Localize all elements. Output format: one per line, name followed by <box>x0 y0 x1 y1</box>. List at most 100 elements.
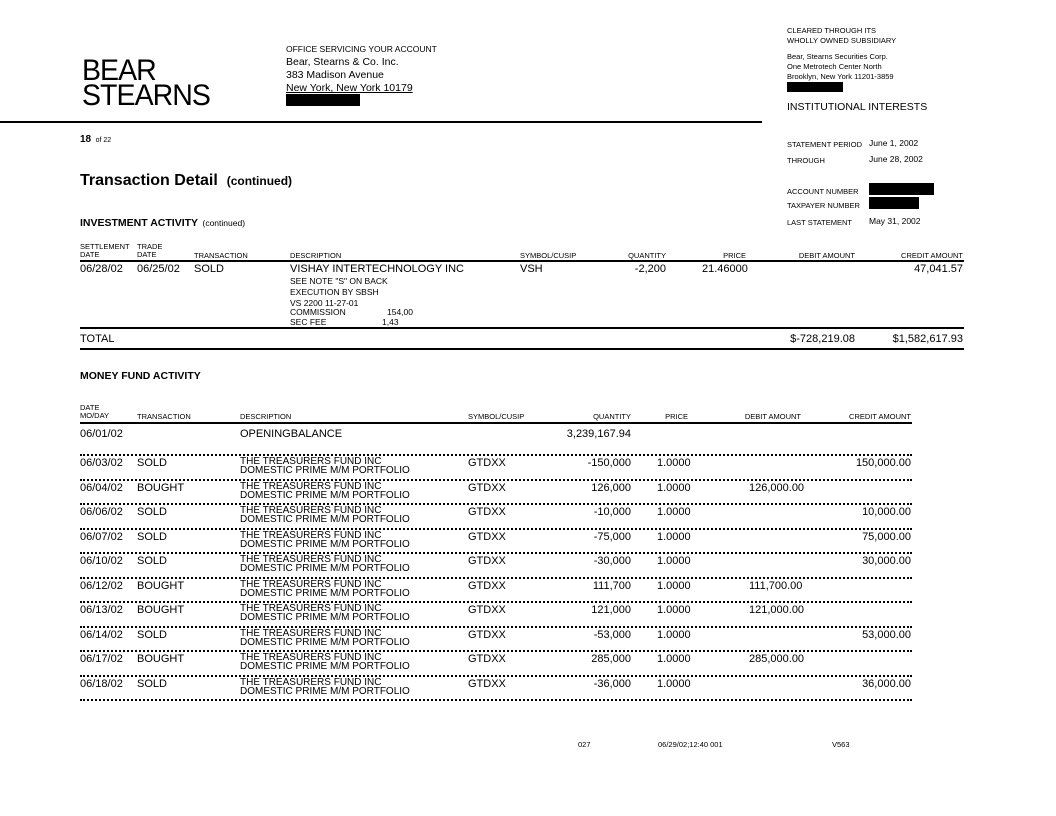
bear-stearns-logo: BEAR STEARNS <box>82 54 211 112</box>
description: THE TREASURERS FUND INC DOMESTIC PRIME M/… <box>240 456 410 476</box>
symbol: GTDXX <box>468 604 506 616</box>
commission-value: 154,00 <box>387 307 413 317</box>
office-line-2: 383 Madison Avenue <box>286 69 384 81</box>
symbol: GTDXX <box>468 457 506 469</box>
row-divider <box>80 699 912 701</box>
symbol: GTDXX <box>468 506 506 518</box>
footer-version: V563 <box>832 740 850 749</box>
row-divider <box>80 503 912 505</box>
description-line: THE TREASURERS FUND INC <box>240 554 382 565</box>
division-name: INSTITUTIONAL INTERESTS <box>787 101 928 113</box>
header-text: DATE <box>137 250 157 259</box>
price: 1.0000 <box>657 506 691 518</box>
symbol: GTDXX <box>468 579 506 592</box>
header-text: DATE <box>80 403 100 412</box>
money-fund-heading: MONEY FUND ACTIVITY <box>80 370 201 382</box>
price: 1.0000 <box>657 628 691 641</box>
price: 1.0000 <box>657 653 691 665</box>
office-line-3: New York, New York 10179 <box>286 82 413 94</box>
transaction-type: SOLD <box>194 263 224 275</box>
office-line-1: Bear, Stearns & Co. Inc. <box>286 56 399 68</box>
row-divider <box>80 527 912 530</box>
mf-header-credit: CREDIT AMOUNT <box>849 412 911 421</box>
date: 06/07/02 <box>80 530 123 543</box>
price: 1.0000 <box>657 457 691 469</box>
statement-period-start: June 1, 2002 <box>869 138 919 148</box>
transaction-type: SOLD <box>137 457 167 469</box>
quantity: -10,000 <box>593 506 631 518</box>
row-divider <box>80 552 912 554</box>
settlement-date: 06/28/02 <box>80 263 123 275</box>
header-text: SETTLEMENT <box>80 242 130 251</box>
credit-amount: 75,000.00 <box>862 530 911 543</box>
quantity: 121,000 <box>591 604 631 616</box>
row-divider <box>80 625 912 628</box>
description: THE TREASURERS FUND INC DOMESTIC PRIME M/… <box>240 604 410 623</box>
through-label: THROUGH <box>787 156 825 165</box>
investment-heading: INVESTMENT ACTIVITY (continued) <box>80 213 245 231</box>
last-statement-label: LAST STATEMENT <box>787 218 853 227</box>
mf-header-quantity: QUANTITY <box>593 412 631 421</box>
description-line: DOMESTIC PRIME M/M PORTFOLIO <box>240 587 410 599</box>
logo-line-1: BEAR <box>82 54 157 87</box>
title-sub: (continued) <box>226 174 293 188</box>
page-total: of 22 <box>95 137 112 144</box>
investment-heading-main: INVESTMENT ACTIVITY <box>80 217 199 229</box>
price: 1.0000 <box>657 677 691 690</box>
clearing-line-1: CLEARED THROUGH ITS <box>787 26 877 35</box>
taxpayer-number-label: TAXPAYER NUMBER <box>787 201 860 210</box>
credit-amount: 47,041.57 <box>914 263 963 275</box>
quantity: -30,000 <box>593 555 631 567</box>
sec-fee-value: 1,43 <box>382 317 399 327</box>
price: 1.0000 <box>657 530 691 543</box>
mf-header-transaction: TRANSACTION <box>137 412 191 421</box>
footer-timestamp: 06/29/02;12:40 001 <box>658 740 723 749</box>
credit-amount: 30,000.00 <box>862 555 911 567</box>
clearing-addr-2: One Metrotech Center North <box>787 62 882 71</box>
description-line: THE TREASURERS FUND INC <box>240 456 382 467</box>
mf-header-rule <box>80 422 912 424</box>
credit-amount: 53,000.00 <box>862 628 911 641</box>
description: THE TREASURERS FUND INC DOMESTIC PRIME M/… <box>240 530 410 549</box>
debit-amount: 126,000.00 <box>749 481 805 494</box>
header-transaction: TRANSACTION <box>194 251 248 260</box>
page-number: 18 of 22 <box>80 129 111 147</box>
clearing-addr-1: Bear, Stearns Securities Corp. <box>787 52 888 61</box>
symbol: GTDXX <box>468 653 506 665</box>
credit-amount: 36,000.00 <box>862 677 911 690</box>
quantity: -2,200 <box>634 263 666 275</box>
clearing-addr-3: Brooklyn, New York 11201-3859 <box>787 72 894 81</box>
header-text: MO/DAY <box>80 411 110 420</box>
header-debit: DEBIT AMOUNT <box>798 251 855 260</box>
date: 06/10/02 <box>80 555 123 567</box>
header-text: TRADE <box>137 242 163 251</box>
total-rule-top <box>80 327 964 329</box>
description-line: VISHAY INTERTECHNOLOGY INC <box>290 263 465 275</box>
symbol: VSH <box>520 263 543 275</box>
date: 06/14/02 <box>80 628 123 641</box>
mf-header-symbol: SYMBOL/CUSIP <box>468 412 525 421</box>
transaction-type: BOUGHT <box>137 653 185 665</box>
description-line: VS 2200 11-27-01 <box>290 298 359 308</box>
description-line: THE TREASURERS FUND INC <box>240 578 382 590</box>
mf-header-price: PRICE <box>665 412 688 421</box>
description: THE TREASURERS FUND INC DOMESTIC PRIME M/… <box>240 653 410 672</box>
logo-line-2: STEARNS <box>82 79 211 112</box>
commission-label: COMMISSION <box>290 307 346 317</box>
row-divider <box>80 478 912 481</box>
description-line: THE TREASURERS FUND INC <box>240 676 382 688</box>
date: 06/13/02 <box>80 604 123 616</box>
description-line: DOMESTIC PRIME M/M PORTFOLIO <box>240 685 410 697</box>
office-heading: OFFICE SERVICING YOUR ACCOUNT <box>286 44 437 54</box>
price: 1.0000 <box>657 604 691 616</box>
date: 06/01/02 <box>80 428 123 440</box>
symbol: GTDXX <box>468 555 506 567</box>
statement-period-end: June 28, 2002 <box>869 154 923 164</box>
description-line: THE TREASURERS FUND INC <box>240 627 382 639</box>
transaction-type: SOLD <box>137 555 167 567</box>
date: 06/17/02 <box>80 653 123 665</box>
row-divider <box>80 576 912 579</box>
debit-amount: 111,700.00 <box>749 579 803 592</box>
redaction <box>286 94 360 106</box>
